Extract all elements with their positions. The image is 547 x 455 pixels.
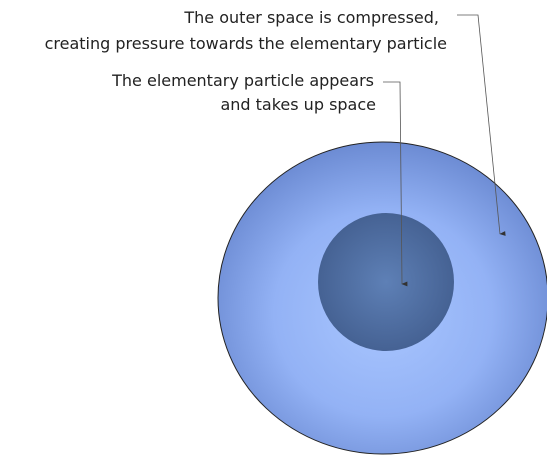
annotation-text: The elementary particle appears [111, 71, 374, 90]
leader-line [383, 81, 408, 287]
elementary-particle [318, 213, 454, 351]
annotation-text: The outer space is compressed, [183, 8, 439, 27]
leader-line [457, 14, 506, 236]
annotation-text: creating pressure towards the elementary… [45, 34, 447, 53]
annotation-text: and takes up space [220, 95, 376, 114]
